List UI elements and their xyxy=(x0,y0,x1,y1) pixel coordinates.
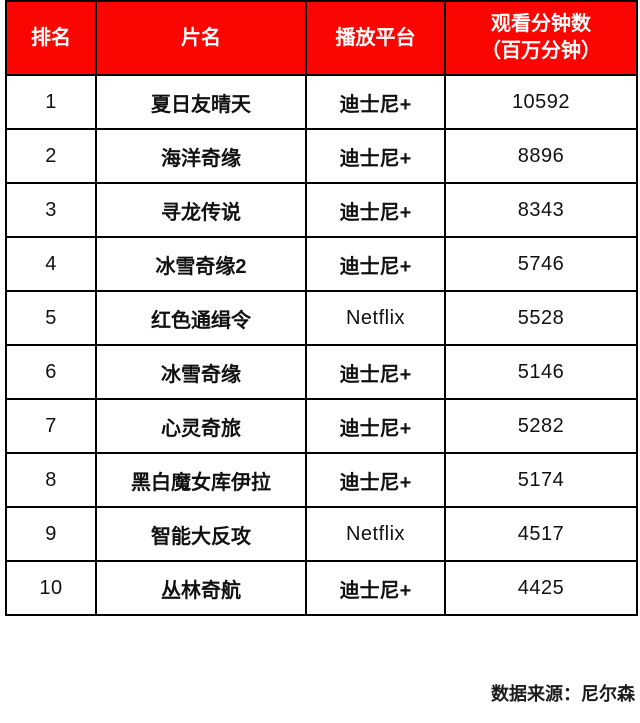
platform-cell: 迪士尼+ xyxy=(305,74,446,130)
rank-cell: 4 xyxy=(5,236,97,292)
rank-cell: 2 xyxy=(5,128,97,184)
rank-cell: 7 xyxy=(5,398,97,454)
header-cell-title: 片名 xyxy=(95,0,307,76)
table-row: 6 冰雪奇缘 迪士尼+ 5146 xyxy=(5,344,638,400)
title-cell: 丛林奇航 xyxy=(95,560,307,616)
rank-cell: 5 xyxy=(5,290,97,346)
rank-cell: 3 xyxy=(5,182,97,238)
table-row: 5 红色通缉令 Netflix 5528 xyxy=(5,290,638,346)
platform-cell: Netflix xyxy=(305,290,446,346)
platform-cell: 迪士尼+ xyxy=(305,344,446,400)
minutes-cell: 8896 xyxy=(444,128,638,184)
title-cell: 夏日友晴天 xyxy=(95,74,307,130)
rank-cell: 9 xyxy=(5,506,97,562)
minutes-cell: 5746 xyxy=(444,236,638,292)
title-cell: 心灵奇旅 xyxy=(95,398,307,454)
table-row: 8 黑白魔女库伊拉 迪士尼+ 5174 xyxy=(5,452,638,508)
minutes-cell: 4517 xyxy=(444,506,638,562)
table-body: 1 夏日友晴天 迪士尼+ 10592 2 海洋奇缘 迪士尼+ 8896 3 寻龙… xyxy=(5,74,638,616)
minutes-cell: 4425 xyxy=(444,560,638,616)
minutes-cell: 5282 xyxy=(444,398,638,454)
platform-cell: Netflix xyxy=(305,506,446,562)
table-row: 2 海洋奇缘 迪士尼+ 8896 xyxy=(5,128,638,184)
table-row: 7 心灵奇旅 迪士尼+ 5282 xyxy=(5,398,638,454)
ranking-table: 排名 片名 播放平台 观看分钟数 （百万分钟） 1 夏日友晴天 迪士尼+ 105… xyxy=(5,0,638,616)
minutes-cell: 5174 xyxy=(444,452,638,508)
rank-cell: 1 xyxy=(5,74,97,130)
platform-cell: 迪士尼+ xyxy=(305,560,446,616)
title-cell: 冰雪奇缘 xyxy=(95,344,307,400)
platform-cell: 迪士尼+ xyxy=(305,398,446,454)
data-source-note: 数据来源：尼尔森 xyxy=(491,684,635,704)
header-cell-platform: 播放平台 xyxy=(305,0,446,76)
table-row: 4 冰雪奇缘2 迪士尼+ 5746 xyxy=(5,236,638,292)
title-cell: 海洋奇缘 xyxy=(95,128,307,184)
table-header: 排名 片名 播放平台 观看分钟数 （百万分钟） xyxy=(5,0,638,76)
platform-cell: 迪士尼+ xyxy=(305,128,446,184)
table-row: 1 夏日友晴天 迪士尼+ 10592 xyxy=(5,74,638,130)
header-cell-minutes: 观看分钟数 （百万分钟） xyxy=(444,0,638,76)
title-cell: 冰雪奇缘2 xyxy=(95,236,307,292)
platform-cell: 迪士尼+ xyxy=(305,452,446,508)
header-row: 排名 片名 播放平台 观看分钟数 （百万分钟） xyxy=(5,0,638,76)
rank-cell: 8 xyxy=(5,452,97,508)
platform-cell: 迪士尼+ xyxy=(305,182,446,238)
title-cell: 红色通缉令 xyxy=(95,290,307,346)
header-cell-rank: 排名 xyxy=(5,0,97,76)
title-cell: 黑白魔女库伊拉 xyxy=(95,452,307,508)
minutes-cell: 8343 xyxy=(444,182,638,238)
minutes-cell: 10592 xyxy=(444,74,638,130)
minutes-cell: 5528 xyxy=(444,290,638,346)
minutes-cell: 5146 xyxy=(444,344,638,400)
rank-cell: 10 xyxy=(5,560,97,616)
title-cell: 智能大反攻 xyxy=(95,506,307,562)
table-row: 3 寻龙传说 迪士尼+ 8343 xyxy=(5,182,638,238)
platform-cell: 迪士尼+ xyxy=(305,236,446,292)
table-row: 9 智能大反攻 Netflix 4517 xyxy=(5,506,638,562)
table-row: 10 丛林奇航 迪士尼+ 4425 xyxy=(5,560,638,616)
rank-cell: 6 xyxy=(5,344,97,400)
title-cell: 寻龙传说 xyxy=(95,182,307,238)
